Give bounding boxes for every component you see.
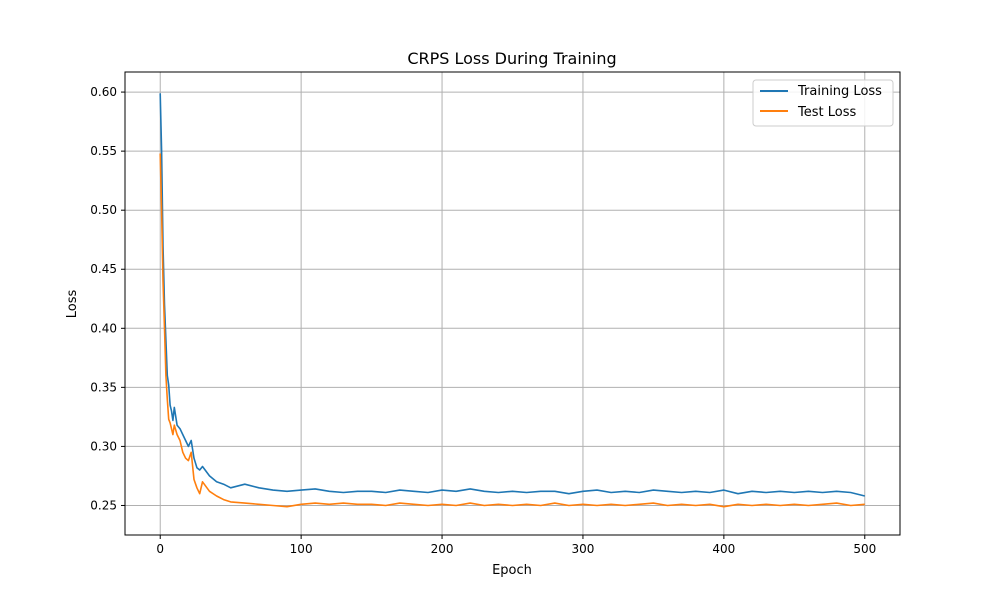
x-tick-label: 100	[290, 542, 313, 556]
test-loss-line	[159, 153, 865, 508]
y-tick-label: 0.60	[90, 85, 117, 99]
axis-ticks: 0 100 200 300 400 500 0.25 0.30 0.35 0.40 0.45 0.50…	[90, 85, 876, 556]
y-tick-label: 0.45	[90, 262, 117, 276]
y-tick-label: 0.35	[90, 380, 117, 394]
x-axis-label: Epoch	[492, 563, 532, 578]
y-tick-label: 0.40	[90, 321, 117, 335]
x-tick-label: 0	[156, 542, 164, 556]
plot-frame	[124, 71, 901, 536]
y-tick-label: 0.30	[90, 439, 117, 453]
legend-label-training: Training Loss	[797, 84, 882, 99]
grid	[125, 72, 900, 535]
y-tick-label: 0.25	[90, 498, 117, 512]
x-tick-label: 300	[572, 542, 595, 556]
training-loss-line	[159, 93, 865, 497]
legend: Training Loss Test Loss	[752, 79, 894, 127]
chart-title: CRPS Loss During Training	[407, 49, 616, 68]
legend-label-test: Test Loss	[797, 105, 856, 120]
y-tick-label: 0.50	[90, 203, 117, 217]
y-tick-label: 0.55	[90, 144, 117, 158]
series-lines	[159, 93, 865, 508]
x-tick-label: 500	[853, 542, 876, 556]
x-tick-label: 400	[712, 542, 735, 556]
x-tick-label: 200	[431, 542, 454, 556]
y-axis-label: Loss	[65, 290, 80, 319]
